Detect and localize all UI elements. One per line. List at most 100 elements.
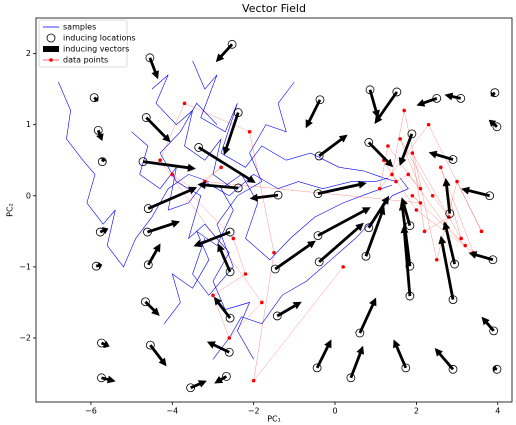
inducing-vector xyxy=(144,300,160,316)
inducing-vector xyxy=(206,341,230,354)
data-point xyxy=(422,229,427,234)
inducing-location xyxy=(355,328,365,338)
inducing-location xyxy=(272,311,282,321)
data-point xyxy=(247,129,252,134)
inducing-vector xyxy=(364,206,386,257)
data-points-line xyxy=(159,103,482,382)
inducing-vector xyxy=(315,339,332,369)
inducing-vector xyxy=(249,193,279,202)
sample-trajectory xyxy=(212,177,409,360)
y-tick-label: 1 xyxy=(26,120,31,129)
inducing-location xyxy=(364,223,374,233)
inducing-vector xyxy=(492,364,498,373)
sample-trajectory xyxy=(163,173,393,324)
legend-label: inducing locations xyxy=(63,34,136,43)
inducing-location xyxy=(392,87,402,97)
inducing-location xyxy=(448,364,458,374)
inducing-location xyxy=(401,363,411,373)
inducing-vector xyxy=(101,375,116,384)
inducing-vector xyxy=(215,43,234,63)
data-point xyxy=(211,293,215,298)
data-point xyxy=(398,137,402,141)
data-point xyxy=(227,336,232,340)
inducing-location xyxy=(224,347,234,357)
inducing-vector xyxy=(400,224,412,297)
inducing-vector xyxy=(147,220,180,234)
legend-label: inducing vectors xyxy=(63,45,129,54)
y-tick-label: 2 xyxy=(26,49,31,58)
inducing-location xyxy=(221,371,231,381)
inducing-vector xyxy=(444,92,461,101)
inducing-vector xyxy=(95,261,103,270)
inducing-vector xyxy=(217,243,232,273)
inducing-location xyxy=(407,129,417,139)
data-point xyxy=(406,172,411,177)
inducing-vector xyxy=(461,186,490,198)
inducing-location xyxy=(93,125,103,135)
inducing-vector xyxy=(142,160,196,172)
inducing-location xyxy=(225,313,235,323)
inducing-vector xyxy=(468,251,494,262)
inducing-vector xyxy=(434,348,455,371)
sample-trajectory xyxy=(159,102,254,360)
data-point xyxy=(418,201,423,205)
inducing-location xyxy=(141,297,150,307)
data-point xyxy=(410,151,415,155)
data-point xyxy=(479,229,484,234)
x-tick-label: 4 xyxy=(495,407,500,416)
inducing-vector xyxy=(222,112,240,156)
legend-swatch xyxy=(46,33,56,43)
data-point xyxy=(158,158,162,163)
legend: samples inducing locations inducing vector… xyxy=(38,19,136,68)
data-point xyxy=(430,193,435,198)
inducing-vector xyxy=(305,99,322,129)
inducing-location xyxy=(186,383,195,393)
legend-label: samples xyxy=(63,23,96,32)
inducing-vector xyxy=(149,344,167,367)
data-point xyxy=(219,165,223,170)
data-point xyxy=(426,122,431,127)
inducing-location xyxy=(314,257,324,267)
data-point xyxy=(418,186,423,191)
inducing-location xyxy=(270,264,280,274)
inducing-vector xyxy=(99,158,107,163)
inducing-vector xyxy=(349,345,364,379)
data-point xyxy=(414,208,419,212)
x-tick-label: −6 xyxy=(85,407,97,416)
inducing-location xyxy=(492,364,502,374)
inducing-location xyxy=(313,231,323,241)
inducing-vector xyxy=(198,146,256,183)
sample-trajectory xyxy=(131,131,388,211)
inducing-location xyxy=(364,138,374,147)
inducing-location xyxy=(489,326,499,336)
x-axis-label: PC₁ xyxy=(267,415,281,424)
inducing-vector xyxy=(374,91,398,124)
sample-trajectory xyxy=(192,60,397,182)
data-point xyxy=(394,179,398,184)
x-tick-label: −4 xyxy=(166,407,178,416)
inducing-location xyxy=(227,39,237,49)
inducing-location xyxy=(314,151,324,161)
inducing-vector xyxy=(367,141,394,168)
y-tick-label: 0 xyxy=(26,191,31,200)
plot-area xyxy=(58,39,502,393)
inducing-location xyxy=(492,122,502,132)
inducing-vector xyxy=(93,96,99,103)
data-point xyxy=(259,300,264,305)
inducing-location xyxy=(315,95,325,105)
inducing-vector xyxy=(442,178,452,214)
inducing-vector xyxy=(274,240,316,271)
inducing-location xyxy=(145,53,155,63)
inducing-vector xyxy=(358,297,377,334)
inducing-vector xyxy=(416,97,438,107)
inducing-location xyxy=(225,267,235,277)
data-point xyxy=(402,108,406,113)
inducing-vector xyxy=(393,339,408,369)
inducing-vector xyxy=(147,243,161,266)
data-point xyxy=(459,236,463,241)
inducing-vector xyxy=(318,134,348,158)
ticks: −6 −4 −2 0 2 4 −2 −1 0 1 2 xyxy=(19,49,500,415)
inducing-vector xyxy=(318,222,364,263)
inducing-vector xyxy=(100,340,110,349)
inducing-vector xyxy=(368,89,380,119)
